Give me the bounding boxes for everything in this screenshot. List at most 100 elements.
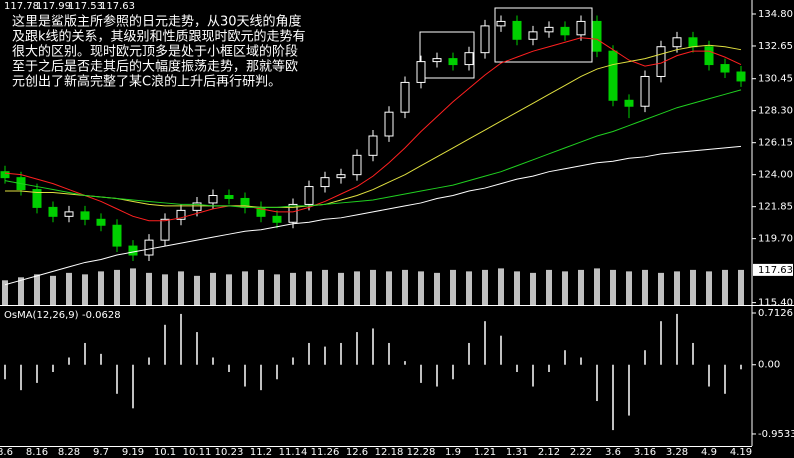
- osma-bar: [644, 350, 646, 365]
- candle-body: [512, 20, 522, 40]
- x-tick-label: 3.28: [666, 447, 688, 458]
- ohlc-value: 117.63: [100, 1, 135, 12]
- x-tick-label: 1.9: [445, 447, 461, 458]
- candle-body: [352, 154, 362, 176]
- x-tick-label: 2.12: [538, 447, 560, 458]
- candle-body: [384, 111, 394, 137]
- x-tick-label: 4.19: [730, 447, 752, 458]
- volume-bar: [418, 271, 424, 305]
- x-tick-label: 11.26: [311, 447, 340, 458]
- osma-bar: [404, 361, 406, 365]
- x-tick-label: 8.16: [26, 447, 48, 458]
- volume-bar: [658, 272, 664, 305]
- candle-body: [368, 135, 378, 156]
- volume-bar: [466, 271, 472, 305]
- x-tick-label: 8.6: [0, 447, 13, 458]
- volume-bar: [258, 269, 264, 305]
- x-tick-label: 10.23: [215, 447, 244, 458]
- x-tick-label: 4.9: [701, 447, 717, 458]
- volume-bar: [274, 274, 280, 305]
- volume-bar: [210, 272, 216, 305]
- volume-bar: [626, 271, 632, 305]
- osma-bar: [740, 364, 742, 370]
- x-tick-label: 1.21: [474, 447, 496, 458]
- y-tick-label: 0.7126: [758, 308, 793, 319]
- candle-body: [496, 20, 506, 27]
- candle-body: [96, 218, 106, 226]
- candle-body: [432, 58, 442, 63]
- candle-body: [48, 206, 58, 217]
- osma-bar: [612, 364, 614, 431]
- candle-body: [272, 215, 282, 223]
- volume-bar: [690, 269, 696, 305]
- volume-bar: [66, 272, 72, 305]
- y-tick-label: 0.00: [758, 360, 780, 371]
- candle-body: [448, 58, 458, 66]
- y-tick-label: 134.80: [758, 9, 793, 20]
- volume-bar: [34, 274, 40, 305]
- osma-bar: [4, 364, 6, 380]
- candle-body: [0, 171, 10, 179]
- y-tick-label: -0.9533: [758, 429, 794, 440]
- candle-body: [704, 46, 714, 66]
- volume-bar: [338, 272, 344, 305]
- x-tick-label: 11.2: [250, 447, 272, 458]
- osma-bar: [260, 364, 262, 391]
- moving-average: [4, 89, 742, 208]
- osma-bar: [500, 335, 502, 365]
- highlight-box: [494, 7, 593, 63]
- volume-bar: [594, 268, 600, 305]
- volume-bar: [354, 271, 360, 305]
- candle-body: [128, 245, 138, 256]
- volume-bar: [738, 269, 744, 305]
- osma-bar: [292, 357, 294, 365]
- volume-bar: [98, 271, 104, 305]
- moving-average: [4, 145, 742, 286]
- candle-body: [528, 31, 538, 40]
- volume-bar: [706, 271, 712, 305]
- volume-bar: [386, 271, 392, 305]
- x-tick-label: 9.7: [93, 447, 109, 458]
- osma-bar: [596, 364, 598, 402]
- osma-bar: [580, 357, 582, 365]
- candle-body: [608, 50, 618, 101]
- osma-bar: [20, 364, 22, 391]
- x-tick-label: 10.11: [183, 447, 212, 458]
- moving-average: [4, 37, 742, 222]
- osma-bar: [676, 313, 678, 365]
- annotation-line: 及跟k线的关系，其级别和性质跟现时欧元的走势有: [12, 29, 306, 45]
- osma-bar: [308, 342, 310, 365]
- marks: [0, 13, 756, 435]
- y-tick-label: 121.85: [758, 202, 793, 213]
- osma-bar: [436, 364, 438, 387]
- ohlc-value: 117.53: [68, 1, 103, 12]
- osma-bar: [68, 357, 70, 365]
- volume-bar: [178, 271, 184, 305]
- osma-bar: [340, 342, 342, 365]
- osma-bar: [628, 364, 630, 416]
- indicator-name: OsMA(12,26,9): [4, 310, 79, 321]
- volume-bar: [82, 274, 88, 305]
- y-tick-label: 128.30: [758, 106, 793, 117]
- candle-body: [304, 186, 314, 205]
- osma-bar: [692, 342, 694, 365]
- osma-bar: [564, 350, 566, 365]
- y-tick-label: 132.65: [758, 41, 793, 52]
- osma-bar: [148, 357, 150, 365]
- candle-body: [288, 203, 298, 223]
- x-tick-label: 2.22: [570, 447, 592, 458]
- candle-body: [192, 202, 202, 211]
- volume-bar: [434, 272, 440, 305]
- x-tick-label: 9.19: [122, 447, 144, 458]
- annotation-line: 元创出了新高完整了某C浪的上升后再行研判。: [12, 74, 281, 90]
- volume-bar: [50, 275, 56, 305]
- osma-bar: [212, 357, 214, 365]
- candle-body: [464, 52, 474, 66]
- ohlc-value: 117.99: [36, 1, 71, 12]
- candle-body: [624, 99, 634, 107]
- osma-bar: [372, 328, 374, 365]
- volume-bar: [322, 269, 328, 305]
- current-price: 117.63: [758, 265, 793, 276]
- candle-body: [400, 81, 410, 113]
